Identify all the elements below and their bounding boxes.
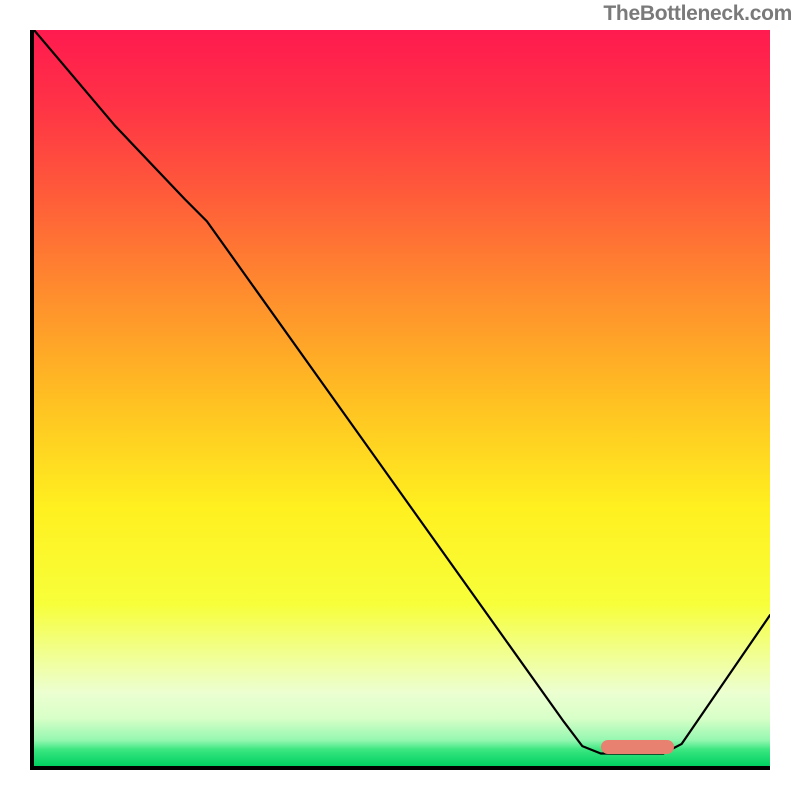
chart-container: TheBottleneck.com bbox=[0, 0, 800, 800]
y-axis bbox=[30, 30, 34, 770]
curve-layer bbox=[34, 30, 770, 766]
optimal-range-marker bbox=[601, 740, 675, 754]
plot-area bbox=[34, 30, 770, 766]
watermark-text: TheBottleneck.com bbox=[603, 2, 792, 26]
bottleneck-curve bbox=[34, 30, 770, 753]
x-axis bbox=[30, 766, 770, 770]
